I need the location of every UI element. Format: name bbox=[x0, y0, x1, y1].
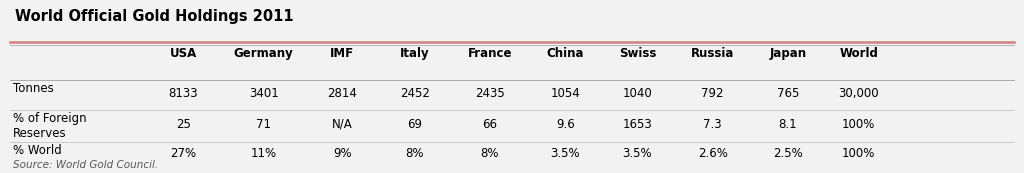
Text: 11%: 11% bbox=[251, 147, 276, 160]
Text: Italy: Italy bbox=[399, 47, 429, 60]
Text: 3.5%: 3.5% bbox=[550, 147, 580, 160]
Text: 765: 765 bbox=[777, 87, 799, 100]
Text: USA: USA bbox=[170, 47, 197, 60]
Text: N/A: N/A bbox=[332, 118, 353, 131]
Text: 8.1: 8.1 bbox=[778, 118, 798, 131]
Text: % World: % World bbox=[13, 144, 62, 157]
Text: Japan: Japan bbox=[769, 47, 807, 60]
Text: 71: 71 bbox=[256, 118, 271, 131]
Text: 27%: 27% bbox=[170, 147, 197, 160]
Text: 66: 66 bbox=[482, 118, 498, 131]
Text: 2.6%: 2.6% bbox=[697, 147, 728, 160]
Text: Swiss: Swiss bbox=[618, 47, 656, 60]
Text: 3401: 3401 bbox=[249, 87, 279, 100]
Text: 2.5%: 2.5% bbox=[773, 147, 803, 160]
Text: IMF: IMF bbox=[331, 47, 354, 60]
Text: 9%: 9% bbox=[333, 147, 351, 160]
Text: 2452: 2452 bbox=[399, 87, 430, 100]
Text: 2814: 2814 bbox=[328, 87, 357, 100]
Text: 2435: 2435 bbox=[475, 87, 505, 100]
Text: World Official Gold Holdings 2011: World Official Gold Holdings 2011 bbox=[15, 9, 294, 24]
Text: 1040: 1040 bbox=[623, 87, 652, 100]
Text: Germany: Germany bbox=[233, 47, 294, 60]
Text: China: China bbox=[547, 47, 584, 60]
Text: Source: World Gold Council.: Source: World Gold Council. bbox=[13, 160, 159, 170]
Text: 1054: 1054 bbox=[550, 87, 580, 100]
Text: 100%: 100% bbox=[842, 147, 876, 160]
Text: 8%: 8% bbox=[406, 147, 424, 160]
Text: Russia: Russia bbox=[691, 47, 734, 60]
Text: 8133: 8133 bbox=[169, 87, 199, 100]
Text: 7.3: 7.3 bbox=[703, 118, 722, 131]
Text: 8%: 8% bbox=[480, 147, 499, 160]
Text: 3.5%: 3.5% bbox=[623, 147, 652, 160]
Text: 30,000: 30,000 bbox=[839, 87, 879, 100]
Text: 9.6: 9.6 bbox=[556, 118, 574, 131]
Text: France: France bbox=[468, 47, 512, 60]
Text: 1653: 1653 bbox=[623, 118, 652, 131]
Text: 69: 69 bbox=[408, 118, 422, 131]
Text: 100%: 100% bbox=[842, 118, 876, 131]
Text: World: World bbox=[840, 47, 879, 60]
Text: % of Foreign
Reserves: % of Foreign Reserves bbox=[13, 112, 87, 140]
Text: 792: 792 bbox=[701, 87, 724, 100]
Text: 25: 25 bbox=[176, 118, 190, 131]
Text: Tonnes: Tonnes bbox=[13, 82, 54, 95]
